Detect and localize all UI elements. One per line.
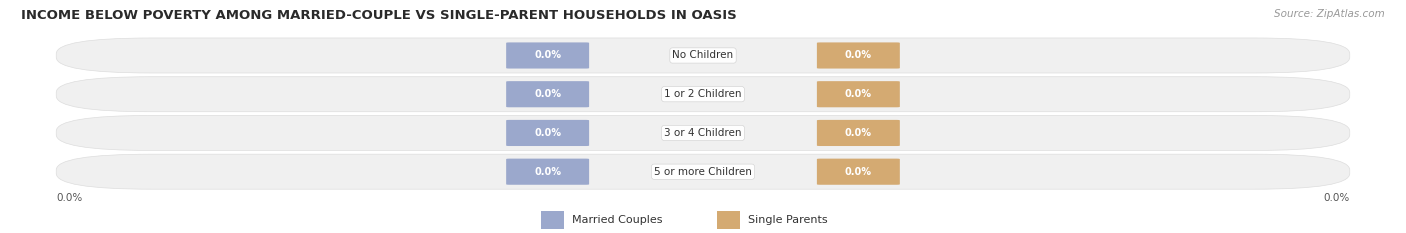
- Text: No Children: No Children: [672, 51, 734, 61]
- Text: 0.0%: 0.0%: [845, 89, 872, 99]
- Text: 0.0%: 0.0%: [534, 167, 561, 177]
- Text: Married Couples: Married Couples: [572, 215, 662, 225]
- Text: 0.0%: 0.0%: [845, 51, 872, 61]
- FancyBboxPatch shape: [817, 159, 900, 185]
- FancyBboxPatch shape: [817, 42, 900, 69]
- FancyBboxPatch shape: [56, 38, 1350, 73]
- FancyBboxPatch shape: [817, 81, 900, 107]
- Text: 0.0%: 0.0%: [845, 128, 872, 138]
- FancyBboxPatch shape: [506, 81, 589, 107]
- Text: 0.0%: 0.0%: [534, 89, 561, 99]
- Text: 0.0%: 0.0%: [845, 167, 872, 177]
- Text: 0.0%: 0.0%: [534, 128, 561, 138]
- Text: 0.0%: 0.0%: [56, 193, 83, 203]
- Text: Single Parents: Single Parents: [748, 215, 828, 225]
- FancyBboxPatch shape: [717, 212, 740, 229]
- Text: 3 or 4 Children: 3 or 4 Children: [664, 128, 742, 138]
- Text: 0.0%: 0.0%: [1323, 193, 1350, 203]
- FancyBboxPatch shape: [56, 116, 1350, 151]
- Text: 5 or more Children: 5 or more Children: [654, 167, 752, 177]
- FancyBboxPatch shape: [506, 42, 589, 69]
- FancyBboxPatch shape: [56, 154, 1350, 189]
- Text: 1 or 2 Children: 1 or 2 Children: [664, 89, 742, 99]
- FancyBboxPatch shape: [506, 159, 589, 185]
- FancyBboxPatch shape: [506, 120, 589, 146]
- FancyBboxPatch shape: [56, 77, 1350, 112]
- Text: 0.0%: 0.0%: [534, 51, 561, 61]
- FancyBboxPatch shape: [817, 120, 900, 146]
- Text: Source: ZipAtlas.com: Source: ZipAtlas.com: [1274, 9, 1385, 19]
- Text: INCOME BELOW POVERTY AMONG MARRIED-COUPLE VS SINGLE-PARENT HOUSEHOLDS IN OASIS: INCOME BELOW POVERTY AMONG MARRIED-COUPL…: [21, 9, 737, 22]
- FancyBboxPatch shape: [541, 212, 564, 229]
